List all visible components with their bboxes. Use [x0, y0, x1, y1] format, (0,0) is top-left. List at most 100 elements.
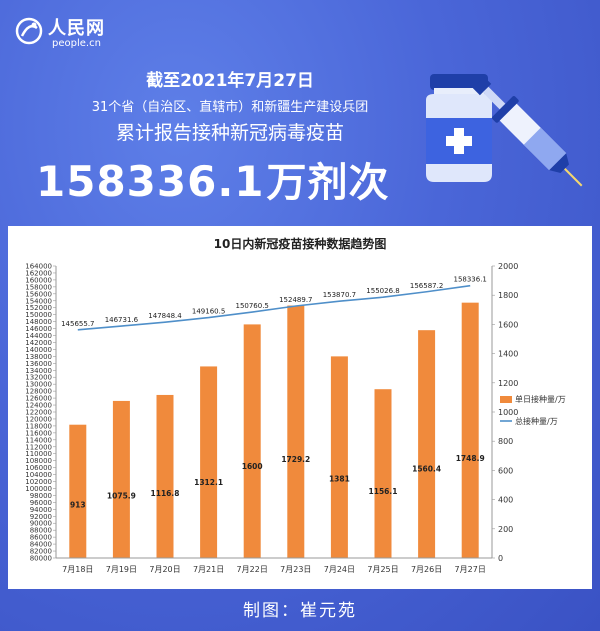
line-value-label: 147848.4 — [148, 312, 182, 320]
right-tick-label: 200 — [498, 525, 513, 534]
left-tick-label: 98000 — [30, 492, 52, 500]
bar — [418, 330, 436, 558]
total-line — [77, 284, 471, 331]
x-tick-label: 7月24日 — [324, 565, 355, 574]
line-value-label: 155026.8 — [366, 287, 399, 295]
bar — [69, 424, 87, 558]
bar — [200, 366, 218, 558]
bar — [112, 400, 130, 558]
line-value-label: 158336.1 — [453, 276, 486, 284]
left-tick-label: 94000 — [30, 506, 52, 514]
left-tick-label: 124000 — [25, 402, 52, 410]
left-tick-label: 90000 — [30, 520, 52, 528]
logo-url: people.cn — [52, 38, 101, 49]
line-value-label: 146731.6 — [105, 316, 139, 324]
left-tick-label: 84000 — [30, 541, 52, 549]
right-tick-label: 1400 — [498, 350, 518, 359]
bar-value-label: 1116.8 — [151, 489, 180, 498]
left-tick-label: 140000 — [25, 346, 52, 354]
left-tick-label: 162000 — [25, 269, 52, 277]
line-value-label: 156587.2 — [410, 282, 443, 290]
left-tick-label: 128000 — [25, 388, 52, 396]
bar-value-label: 1075.9 — [107, 491, 136, 500]
chart-title: 10日内新冠疫苗接种数据趋势图 — [214, 236, 387, 251]
left-tick-label: 158000 — [25, 283, 52, 291]
total-doses: 158336.1万剂次 — [36, 150, 390, 208]
x-tick-label: 7月22日 — [237, 565, 268, 574]
left-axis: 8000082000840008600088000900009200094000… — [25, 263, 57, 563]
subtitle: 累计报告接种新冠病毒疫苗 — [115, 122, 344, 144]
line-value-label: 152489.7 — [279, 296, 312, 304]
right-tick-label: 2000 — [498, 262, 518, 271]
syringe-icon — [472, 76, 583, 187]
bar-value-label: 1560.4 — [412, 464, 441, 473]
left-tick-label: 160000 — [25, 276, 52, 284]
x-tick-label: 7月20日 — [149, 565, 180, 574]
left-tick-label: 120000 — [25, 415, 52, 423]
bar-value-label: 1156.1 — [369, 487, 398, 496]
bar-value-label: 1748.9 — [456, 454, 485, 463]
x-tick-label: 7月23日 — [280, 565, 311, 574]
bar-series: 913 1075.9 1116.8 1312.1 1600 1729.2 1381 1156.… — [69, 302, 485, 558]
left-tick-label: 154000 — [25, 297, 52, 305]
left-tick-label: 100000 — [25, 485, 52, 493]
region-line: 31个省（自治区、直辖市）和新疆生产建设兵团 — [91, 100, 369, 115]
left-tick-label: 106000 — [25, 464, 52, 472]
trend-chart: 10日内新冠疫苗接种数据趋势图 800008200084000860008800… — [25, 236, 566, 574]
bar — [374, 389, 392, 558]
vaccine-illustration — [426, 74, 583, 187]
left-tick-label: 108000 — [25, 457, 52, 465]
bar — [243, 324, 261, 558]
x-tick-label: 7月18日 — [62, 565, 93, 574]
line-value-label: 150760.5 — [235, 302, 268, 310]
right-tick-label: 0 — [498, 554, 503, 563]
legend-line-label: 总接种量/万 — [515, 416, 558, 426]
left-tick-label: 132000 — [25, 374, 52, 382]
right-tick-label: 800 — [498, 437, 513, 446]
bar-value-label: 1600 — [242, 462, 263, 471]
bar — [287, 305, 305, 558]
x-axis: 7月18日 7月19日 7月20日 7月21日 7月22日 7月23日 7月24日 7月25日… — [56, 557, 492, 574]
left-tick-label: 156000 — [25, 290, 52, 298]
left-tick-label: 88000 — [30, 527, 52, 535]
bar — [461, 302, 479, 558]
left-tick-label: 142000 — [25, 339, 52, 347]
date-line: 截至2021年7月27日 — [146, 71, 314, 91]
left-tick-label: 118000 — [25, 422, 52, 430]
line-value-label: 145655.7 — [61, 320, 94, 328]
right-tick-label: 1000 — [498, 408, 518, 417]
bar-value-label: 1729.2 — [281, 455, 310, 464]
bar — [156, 394, 174, 558]
left-tick-label: 104000 — [25, 471, 52, 479]
left-tick-label: 96000 — [30, 499, 52, 507]
x-tick-label: 7月25日 — [367, 565, 398, 574]
legend-bar-label: 单日接种量/万 — [515, 394, 566, 404]
bar — [330, 356, 348, 558]
left-tick-label: 82000 — [30, 548, 52, 556]
total-unit: 万剂次 — [266, 160, 390, 206]
left-tick-label: 92000 — [30, 513, 52, 521]
line-value-label: 153870.7 — [323, 291, 356, 299]
left-tick-label: 134000 — [25, 367, 52, 375]
left-tick-label: 136000 — [25, 360, 52, 368]
x-tick-label: 7月21日 — [193, 565, 224, 574]
right-tick-label: 1200 — [498, 379, 518, 388]
right-axis: 0 200 400 600 800 1000 1200 1400 1600 1800 2000 — [491, 262, 518, 563]
people-logo: 人民网 people.cn — [14, 14, 104, 54]
left-tick-label: 80000 — [30, 555, 52, 563]
left-tick-label: 164000 — [25, 263, 52, 271]
right-tick-label: 1800 — [498, 291, 518, 300]
people-logo-icon — [15, 17, 43, 45]
left-tick-label: 112000 — [25, 443, 52, 451]
x-tick-label: 7月26日 — [411, 565, 442, 574]
bar-value-label: 1312.1 — [194, 478, 223, 487]
left-tick-label: 122000 — [25, 409, 52, 417]
right-tick-label: 1600 — [498, 320, 518, 329]
left-tick-label: 138000 — [25, 353, 52, 361]
chart-card: 10日内新冠疫苗接种数据趋势图 80000 82000 84000 86000 8800… — [8, 226, 592, 589]
total-value: 158336.1 — [36, 157, 265, 206]
left-tick-label: 146000 — [25, 325, 52, 333]
vaccine-vial-icon — [426, 74, 492, 182]
